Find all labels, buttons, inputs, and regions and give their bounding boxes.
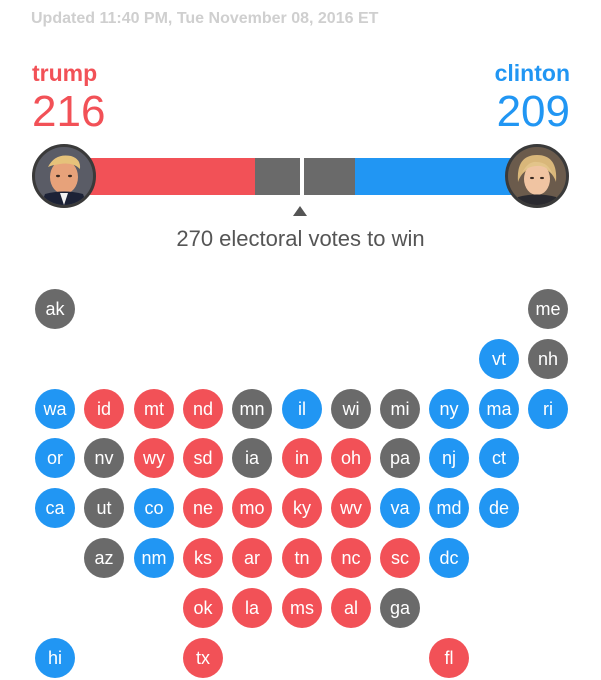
state-nv[interactable]: nv [84,438,124,478]
state-nj[interactable]: nj [429,438,469,478]
state-ia[interactable]: ia [232,438,272,478]
state-wi[interactable]: wi [331,389,371,429]
state-hi[interactable]: hi [35,638,75,678]
win-threshold-line [300,154,304,199]
clinton-electoral-votes: 209 [496,87,570,136]
state-tx[interactable]: tx [183,638,223,678]
win-threshold-label: 270 electoral votes to win [176,226,425,251]
state-nm[interactable]: nm [134,538,174,578]
state-ut[interactable]: ut [84,488,124,528]
state-ct[interactable]: ct [479,438,519,478]
state-ga[interactable]: ga [380,588,420,628]
state-dc[interactable]: dc [429,538,469,578]
state-vt[interactable]: vt [479,339,519,379]
clinton-portrait-icon [508,147,566,205]
state-oh[interactable]: oh [331,438,371,478]
state-pa[interactable]: pa [380,438,420,478]
state-ri[interactable]: ri [528,389,568,429]
win-threshold-arrow-icon [293,206,307,216]
state-ks[interactable]: ks [183,538,223,578]
state-ne[interactable]: ne [183,488,223,528]
state-de[interactable]: de [479,488,519,528]
clinton-name-label: clinton [494,60,570,86]
state-wa[interactable]: wa [35,389,75,429]
state-mi[interactable]: mi [380,389,420,429]
state-ca[interactable]: ca [35,488,75,528]
clinton-avatar [505,144,569,208]
state-mo[interactable]: mo [232,488,272,528]
state-or[interactable]: or [35,438,75,478]
state-nc[interactable]: nc [331,538,371,578]
state-nd[interactable]: nd [183,389,223,429]
state-sd[interactable]: sd [183,438,223,478]
state-ms[interactable]: ms [282,588,322,628]
state-il[interactable]: il [282,389,322,429]
state-sc[interactable]: sc [380,538,420,578]
state-mn[interactable]: mn [232,389,272,429]
state-me[interactable]: me [528,289,568,329]
state-fl[interactable]: fl [429,638,469,678]
state-wv[interactable]: wv [331,488,371,528]
state-ny[interactable]: ny [429,389,469,429]
state-ok[interactable]: ok [183,588,223,628]
undecided-votes-segment [255,158,356,195]
state-id[interactable]: id [84,389,124,429]
state-ky[interactable]: ky [282,488,322,528]
state-tn[interactable]: tn [282,538,322,578]
state-mt[interactable]: mt [134,389,174,429]
state-co[interactable]: co [134,488,174,528]
state-ar[interactable]: ar [232,538,272,578]
state-ak[interactable]: ak [35,289,75,329]
state-al[interactable]: al [331,588,371,628]
state-nh[interactable]: nh [528,339,568,379]
electoral-vote-bar [64,154,540,199]
updated-timestamp: Updated 11:40 PM, Tue November 08, 2016 … [31,10,379,27]
state-ma[interactable]: ma [479,389,519,429]
trump-electoral-votes: 216 [32,87,106,136]
state-in[interactable]: in [282,438,322,478]
state-va[interactable]: va [380,488,420,528]
state-wy[interactable]: wy [134,438,174,478]
trump-avatar [32,144,96,208]
state-az[interactable]: az [84,538,124,578]
trump-name-label: trump [32,60,98,86]
state-md[interactable]: md [429,488,469,528]
state-la[interactable]: la [232,588,272,628]
trump-portrait-icon [35,147,93,205]
